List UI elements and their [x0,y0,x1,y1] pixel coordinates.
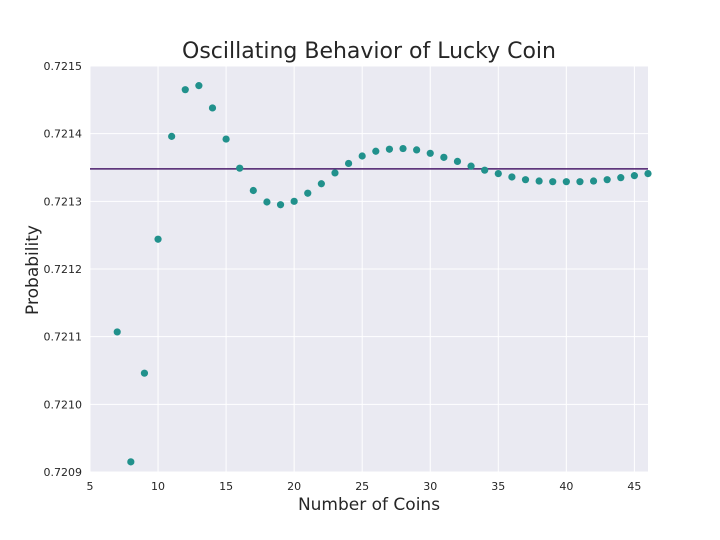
y-tick-label: 0.7211 [44,331,83,344]
data-point [331,169,339,177]
y-tick-label: 0.7212 [44,263,83,276]
data-point [603,176,611,184]
data-points [113,82,652,466]
data-point [236,164,244,172]
data-point [208,104,217,112]
data-point [440,153,448,161]
y-tick-label: 0.7209 [44,466,83,479]
data-point [195,82,203,90]
data-point [521,176,530,184]
x-tick-label: 15 [219,480,233,493]
data-point [549,178,557,186]
y-tick-labels: 0.7209 0.7210 0.7211 0.7212 0.7213 0.7214 0.72… [44,60,83,479]
data-point [589,177,598,185]
chart-title: Oscillating Behavior of Lucky Coin [182,39,556,64]
data-point [154,235,162,243]
y-tick-label: 0.7210 [44,398,83,411]
x-tick-label: 35 [491,480,505,493]
data-point [494,169,502,178]
y-tick-label: 0.7213 [44,195,83,208]
data-point [535,177,543,185]
data-point [276,201,285,209]
x-tick-label: 40 [559,480,573,493]
data-point [222,135,230,143]
data-point [467,162,475,170]
data-point [263,198,271,206]
data-point [168,132,176,140]
data-point [562,178,570,186]
x-tick-label: 30 [423,480,437,493]
data-point [358,152,366,160]
x-tick-label: 5 [87,480,94,493]
data-point [617,174,625,182]
data-point [249,186,257,195]
data-point [630,172,638,180]
y-tick-label: 0.7215 [44,60,83,73]
data-point [385,145,394,153]
x-tick-labels: 5 10 15 20 25 30 35 40 45 [87,480,642,493]
data-point [644,169,652,178]
data-point [413,146,421,154]
data-point [304,189,312,197]
data-point [576,178,584,186]
grid-lines [89,65,648,473]
data-point [127,458,135,466]
data-point [344,159,353,168]
data-point [372,147,380,155]
y-axis-label: Probability [23,225,43,315]
x-tick-label: 25 [355,480,369,493]
data-point [399,144,407,153]
x-tick-label: 10 [151,480,165,493]
data-point [140,369,149,377]
x-tick-label: 45 [627,480,641,493]
x-axis-label: Number of Coins [298,495,440,515]
data-point [453,157,462,166]
data-point [113,328,121,336]
data-point [426,149,434,157]
data-point [481,166,489,174]
data-point [181,86,189,94]
data-point [508,173,516,181]
data-point [290,197,298,205]
y-tick-label: 0.7214 [44,128,83,141]
data-point [317,180,325,188]
x-tick-label: 20 [287,480,301,493]
